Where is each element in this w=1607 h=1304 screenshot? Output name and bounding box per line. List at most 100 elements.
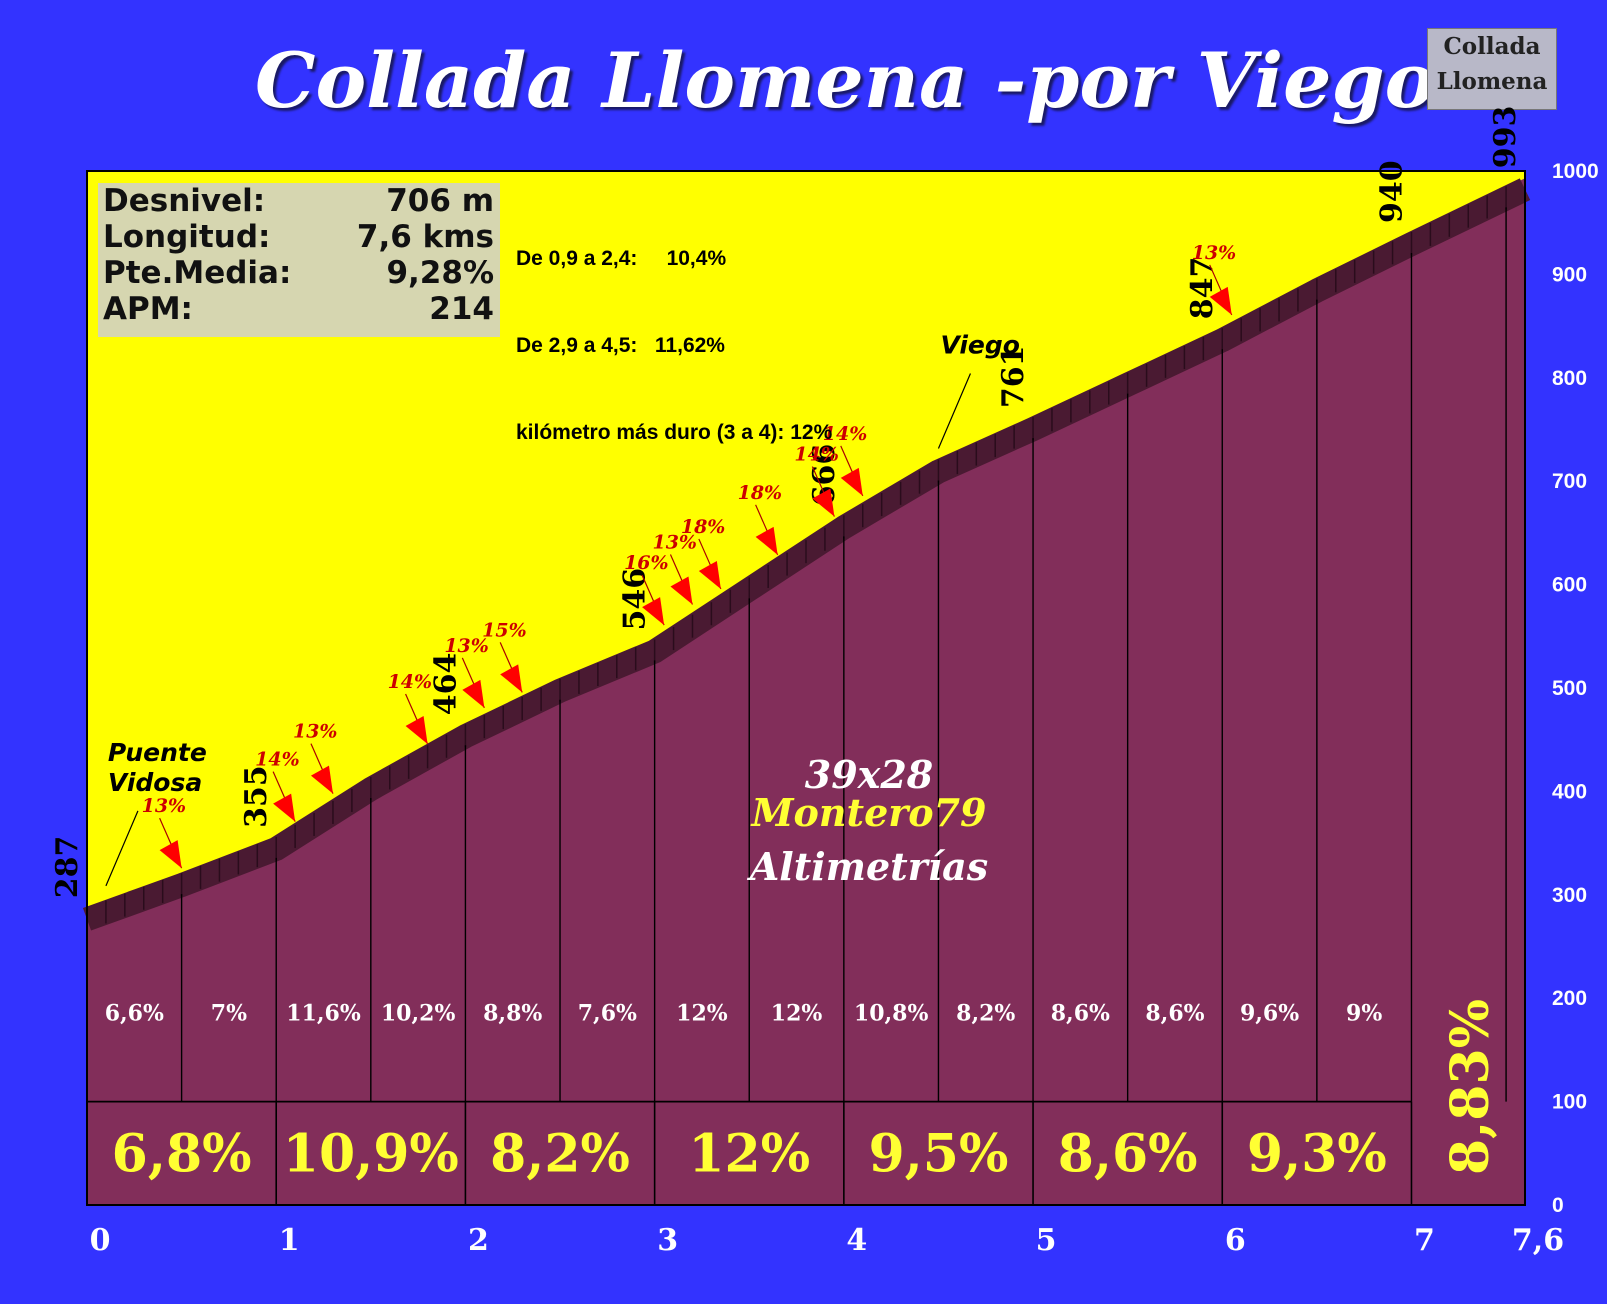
place-label: Puente — [108, 738, 207, 767]
place-label: Vidosa — [108, 768, 202, 797]
half-km-gradient: 8,8% — [483, 1001, 542, 1027]
stat-row-pendiente: Pte.Media: 9,28% — [98, 255, 500, 291]
y-tick-label: 300 — [1552, 884, 1587, 907]
km-gradient: 10,9% — [283, 1123, 459, 1184]
x-tick-label: 6 — [1225, 1223, 1246, 1258]
ramp-arrow-head — [642, 597, 665, 626]
half-km-gradient: 12% — [676, 1001, 728, 1027]
profile-road-band — [82, 178, 1531, 931]
summit-label-line-2: Llomena — [1436, 68, 1548, 95]
ramp-gradient-label: 18% — [738, 482, 783, 504]
elevation-label: 993 — [1488, 106, 1523, 169]
ramp-gradient-label: 13% — [444, 635, 489, 657]
y-tick-label: 900 — [1552, 263, 1587, 286]
y-tick-label: 600 — [1552, 574, 1587, 597]
ramp-arrow-head — [462, 679, 485, 708]
half-km-gradient: 6,6% — [105, 1001, 164, 1027]
ramp-arrow-head — [159, 840, 182, 869]
km-gradient: 9,3% — [1247, 1123, 1387, 1184]
x-tick-label: 4 — [846, 1223, 867, 1258]
elevation-label: 940 — [1374, 160, 1409, 223]
profile-area — [87, 178, 1525, 1205]
stat-label: Pte.Media: — [103, 255, 292, 291]
credit-line-1: 39x28 — [805, 752, 933, 797]
km-gradient: 8,2% — [490, 1123, 630, 1184]
x-tick-label: 3 — [657, 1223, 678, 1258]
half-km-gradient: 8,6% — [1145, 1001, 1204, 1027]
stat-label: APM: — [103, 291, 193, 327]
half-km-gradient: 7% — [211, 1001, 247, 1027]
summit-label-line-1: Collada — [1443, 33, 1541, 60]
ramp-gradient-label: 13% — [652, 531, 697, 553]
ramp-arrow-head — [812, 488, 835, 517]
credit-line-2: Montero79 — [749, 790, 986, 835]
half-km-gradient: 12% — [771, 1001, 823, 1027]
ramp-gradient-label: 13% — [293, 721, 338, 743]
km-gradient: 9,5% — [869, 1123, 1009, 1184]
note-line-1: De 0,9 a 2,4: 10,4% — [516, 247, 727, 270]
summit-label-box: Collada Llomena — [1427, 28, 1557, 110]
elevation-label: 847 — [1185, 257, 1220, 320]
ramp-arrow-head — [310, 765, 333, 794]
km-gradient: 12% — [688, 1123, 810, 1184]
ramp-arrow-head — [1209, 286, 1232, 315]
ramp-gradient-label: 14% — [388, 671, 433, 693]
elevation-label: 355 — [239, 765, 274, 828]
x-tick-label: 5 — [1036, 1223, 1057, 1258]
y-tick-label: 800 — [1552, 367, 1587, 390]
y-tick-label: 500 — [1552, 677, 1587, 700]
y-tick-label: 400 — [1552, 780, 1587, 803]
half-km-gradient: 9% — [1346, 1001, 1382, 1027]
km-gradient: 8,6% — [1058, 1123, 1198, 1184]
x-tick-label: 7,6 — [1512, 1223, 1564, 1258]
half-km-gradient: 7,6% — [578, 1001, 637, 1027]
ramp-arrow-head — [405, 716, 428, 745]
y-tick-label: 1000 — [1552, 160, 1599, 183]
chart-title: Collada Llomena -por Viego- — [255, 36, 1467, 125]
stat-row-apm: APM: 214 — [98, 291, 500, 327]
stat-value: 9,28% — [386, 255, 494, 291]
ramp-gradient-label: 13% — [1192, 242, 1237, 264]
km-gradient: 6,8% — [112, 1123, 252, 1184]
y-tick-label: 0 — [1552, 1194, 1564, 1217]
ramp-arrow-head — [500, 664, 523, 693]
x-tick-label: 7 — [1414, 1223, 1435, 1258]
ramp-arrow-head — [755, 526, 778, 555]
credit-line-3: Altimetrías — [747, 844, 988, 889]
stat-label: Longitud: — [103, 219, 271, 255]
stat-row-desnivel: Desnivel: 706 m — [98, 183, 500, 219]
stat-value: 706 m — [386, 183, 494, 219]
x-tick-label: 1 — [279, 1223, 300, 1258]
ramp-arrow-head — [670, 576, 693, 605]
ramp-gradient-label: 18% — [681, 516, 726, 538]
half-km-gradient: 8,6% — [1051, 1001, 1110, 1027]
stat-row-longitud: Longitud: 7,6 kms — [98, 219, 500, 255]
ramp-gradient-label: 14% — [794, 444, 839, 466]
ramp-arrow-head — [273, 793, 296, 822]
y-tick-label: 200 — [1552, 987, 1587, 1010]
y-tick-label: 100 — [1552, 1091, 1587, 1114]
ramp-arrow-head — [840, 467, 863, 496]
note-line-3: kilómetro más duro (3 a 4): 12% — [516, 421, 833, 444]
half-km-gradient: 8,2% — [956, 1001, 1015, 1027]
x-tick-label: 2 — [468, 1223, 489, 1258]
stats-box: Desnivel: 706 m Longitud: 7,6 kms Pte.Medi… — [98, 183, 500, 337]
ramp-gradient-label: 16% — [624, 552, 669, 574]
stat-value: 214 — [429, 291, 494, 327]
elevation-label: 546 — [618, 568, 653, 631]
ramp-gradient-label: 14% — [255, 749, 300, 771]
half-km-gradient: 10,2% — [381, 1001, 456, 1027]
half-km-gradient: 11,6% — [286, 1001, 361, 1027]
half-km-gradient: 10,8% — [854, 1001, 929, 1027]
ramp-gradient-label: 15% — [482, 619, 527, 641]
ramp-arrow-head — [698, 560, 721, 589]
ramp-gradient-label: 14% — [823, 423, 868, 445]
last-segment-gradient: 8,83% — [1440, 999, 1501, 1175]
stat-label: Desnivel: — [103, 183, 266, 219]
x-tick-label: 0 — [90, 1223, 111, 1258]
y-tick-label: 700 — [1552, 470, 1587, 493]
plot-area: 0 100 200 300 400 500 600 700 800 900 1000 0 1 2 3 4 5 6 7… — [50, 106, 1599, 1258]
section-notes: De 0,9 a 2,4: 10,4% De 2,9 a 4,5: 11,62%… — [516, 186, 832, 476]
elevation-label: 761 — [996, 346, 1031, 409]
